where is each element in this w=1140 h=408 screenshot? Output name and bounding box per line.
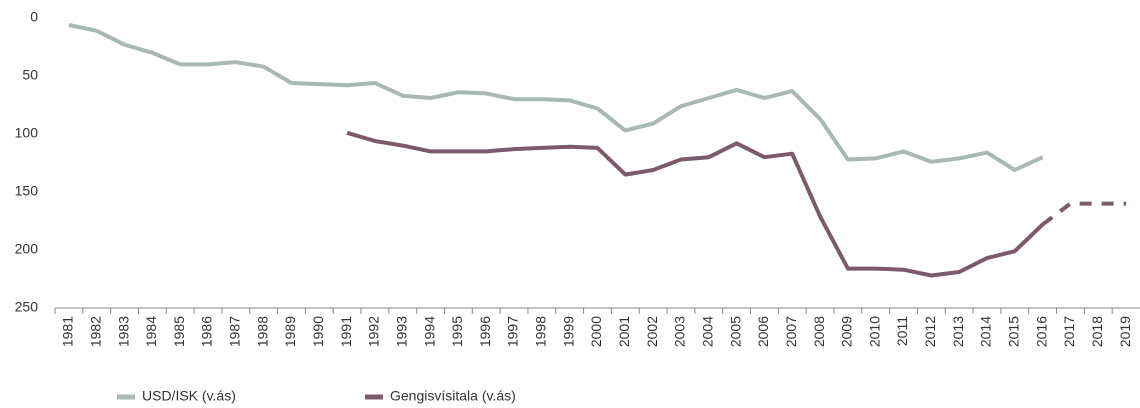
series-line [1041, 201, 1127, 227]
x-tick-label: 1986 [199, 316, 215, 347]
x-tick-label: 2010 [866, 316, 882, 347]
x-tick-label: 1991 [338, 316, 354, 347]
x-tick-label: 1998 [533, 316, 549, 347]
x-tick-label: 2015 [1006, 316, 1022, 347]
x-tick-label: 2013 [950, 316, 966, 347]
y-tick-label: 250 [15, 299, 39, 315]
x-tick-label: 2011 [894, 316, 910, 346]
y-tick-label: 200 [15, 241, 39, 257]
x-tick-label: 1987 [227, 316, 243, 347]
x-tick-label: 2009 [839, 316, 855, 347]
x-tick-label: 2008 [811, 316, 827, 347]
x-tick-label: 1994 [421, 316, 437, 347]
y-tick-label: 100 [15, 125, 39, 141]
x-tick-label: 1999 [560, 316, 576, 347]
x-tick-label: 2002 [644, 316, 660, 347]
x-tick-label: 1984 [143, 316, 159, 347]
x-tick-label: 2003 [672, 316, 688, 347]
x-tick-label: 2019 [1117, 316, 1133, 347]
y-tick-label: 0 [30, 9, 38, 25]
x-tick-label: 2001 [616, 316, 632, 347]
x-tick-label: 2012 [922, 316, 938, 347]
x-tick-label: 2017 [1061, 316, 1077, 347]
x-tick-label: 1996 [477, 316, 493, 347]
x-tick-label: 1997 [505, 316, 521, 347]
y-tick-label: 150 [15, 183, 39, 199]
x-tick-label: 2005 [727, 316, 743, 347]
x-tick-label: 2018 [1089, 316, 1105, 347]
x-tick-label: 2004 [699, 316, 715, 347]
x-tick-label: 1993 [393, 316, 409, 347]
x-tick-label: 1985 [171, 316, 187, 347]
x-tick-label: 1988 [254, 316, 270, 347]
x-tick-label: 1982 [87, 316, 103, 347]
x-tick-label: 1989 [282, 316, 298, 347]
x-tick-label: 2006 [755, 316, 771, 347]
legend-label: USD/ISK (v.ás) [142, 388, 236, 404]
x-tick-label: 2014 [978, 316, 994, 347]
series-line [346, 130, 1044, 278]
series-line [68, 23, 1044, 172]
x-tick-label: 1992 [366, 316, 382, 347]
x-tick-label: 1981 [60, 316, 76, 347]
x-tick-label: 2000 [588, 316, 604, 347]
x-tick-label: 1983 [115, 316, 131, 347]
x-tick-label: 1990 [310, 316, 326, 347]
x-tick-label: 1995 [449, 316, 465, 347]
legend-label: Gengisvísitala (v.ás) [390, 388, 516, 404]
x-tick-label: 2007 [783, 316, 799, 347]
x-tick-label: 2016 [1033, 316, 1049, 347]
y-tick-label: 50 [22, 67, 38, 83]
